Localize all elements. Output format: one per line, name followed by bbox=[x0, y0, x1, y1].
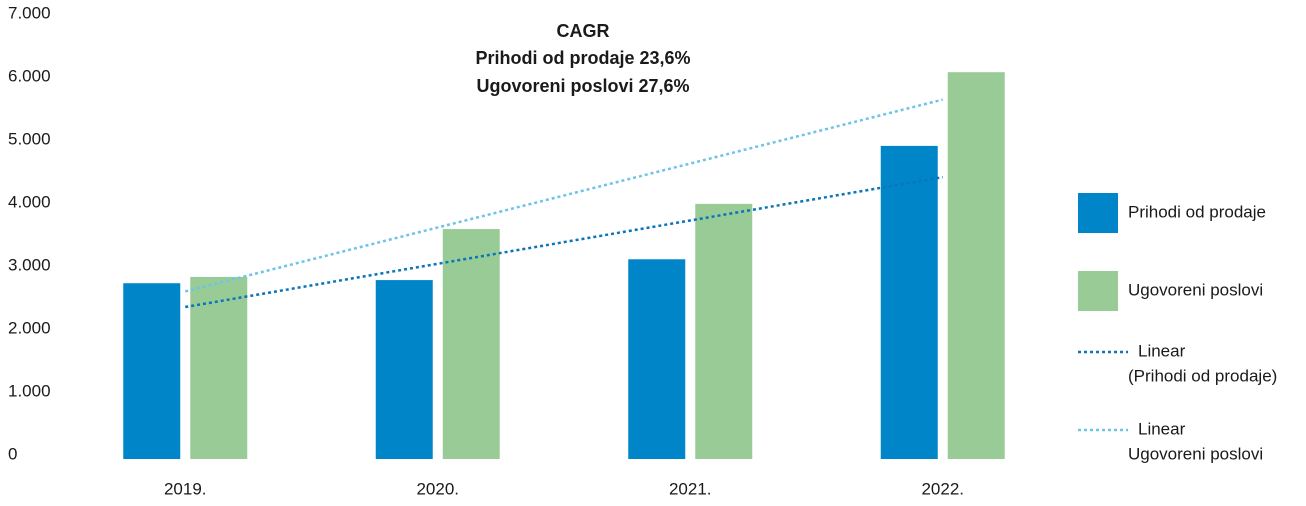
legend-label: Linear bbox=[1138, 341, 1186, 360]
legend-label: (Prihodi od prodaje) bbox=[1128, 366, 1277, 385]
x-tick-label: 2020. bbox=[416, 479, 459, 498]
y-tick-label: 0 bbox=[8, 444, 17, 463]
bar bbox=[123, 283, 181, 459]
bar bbox=[442, 229, 500, 459]
annotation: CAGR bbox=[557, 21, 610, 41]
bar bbox=[947, 72, 1005, 460]
bar bbox=[628, 259, 686, 459]
y-tick-label: 2.000 bbox=[8, 318, 51, 337]
y-tick-label: 7.000 bbox=[8, 3, 51, 22]
trendline bbox=[185, 175, 943, 309]
x-tick-label: 2019. bbox=[164, 479, 207, 498]
bar bbox=[695, 203, 753, 459]
bar bbox=[190, 276, 248, 459]
y-tick-label: 1.000 bbox=[8, 381, 51, 400]
legend-swatch bbox=[1078, 193, 1118, 233]
x-tick-label: 2021. bbox=[669, 479, 712, 498]
annotation: Ugovoreni poslovi 27,6% bbox=[476, 76, 689, 96]
y-tick-label: 6.000 bbox=[8, 66, 51, 85]
bar bbox=[375, 280, 433, 459]
trendline bbox=[184, 98, 944, 293]
x-tick-label: 2022. bbox=[921, 479, 964, 498]
legend-label: Ugovoreni poslovi bbox=[1128, 444, 1263, 463]
legend-label: Linear bbox=[1138, 419, 1186, 438]
annotation: Prihodi od prodaje 23,6% bbox=[475, 48, 690, 68]
legend-label: Ugovoreni poslovi bbox=[1128, 280, 1263, 299]
y-tick-label: 4.000 bbox=[8, 192, 51, 211]
y-tick-label: 5.000 bbox=[8, 129, 51, 148]
legend-swatch bbox=[1078, 271, 1118, 311]
bar bbox=[880, 145, 938, 459]
legend-label: Prihodi od prodaje bbox=[1128, 202, 1266, 221]
y-tick-label: 3.000 bbox=[8, 255, 51, 274]
